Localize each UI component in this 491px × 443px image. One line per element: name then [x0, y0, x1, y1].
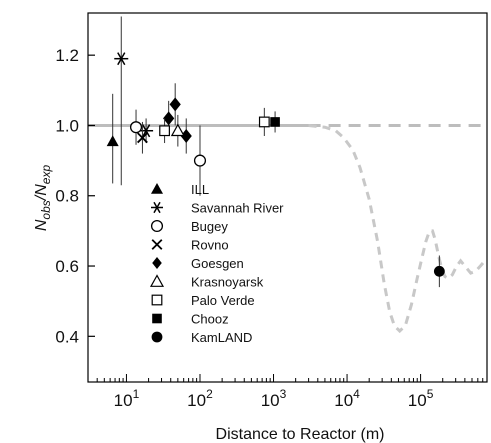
legend-label-palo-verde: Palo Verde — [191, 293, 255, 308]
x-tick-base: 10 — [334, 391, 353, 410]
y-tick-label: 0.8 — [55, 187, 79, 206]
marker-shape — [433, 265, 445, 277]
legend-label-savannah-river: Savannah River — [191, 201, 284, 216]
oscillation-curve — [308, 124, 487, 334]
marker-shape — [270, 117, 280, 127]
marker-shape — [152, 257, 162, 269]
x-tick-exponent: 1 — [133, 387, 140, 401]
marker-shape — [180, 129, 192, 143]
marker-shape — [163, 111, 175, 126]
plot-frame — [87, 12, 488, 383]
legend-marker-rovno — [151, 239, 163, 250]
marker-shape — [193, 154, 207, 167]
data-point-palo-verde-0 — [159, 125, 170, 137]
marker-shape — [149, 274, 165, 287]
legend: ILL Savannah River Bugey Rovno Goesgen Krasno… — [149, 182, 284, 345]
legend-marker-kamland — [151, 331, 163, 343]
y-tick-label: 0.6 — [55, 257, 79, 276]
data-point-bugey-1 — [193, 154, 207, 167]
x-tick-label: 104 — [334, 387, 360, 410]
x-tick-exponent: 3 — [280, 387, 287, 401]
x-tick-label: 105 — [408, 387, 434, 410]
legend-marker-savannah-river — [151, 201, 163, 214]
data-point-krasnoyarsk-0 — [170, 123, 185, 137]
x-tick-label: 101 — [114, 387, 140, 410]
y-tick-label: 1.0 — [55, 116, 79, 135]
y-label-slash-n: /N — [33, 184, 50, 201]
marker-stroke — [153, 201, 161, 214]
data-point-palo-verde-1 — [258, 116, 270, 128]
marker-shape — [150, 219, 164, 233]
data-points — [106, 16, 445, 288]
marker-shape — [159, 125, 170, 137]
x-tick-base: 10 — [408, 391, 427, 410]
data-point-goesgen-1 — [169, 97, 181, 112]
data-point-ill-0 — [106, 135, 119, 147]
legend-label-goesgen: Goesgen — [191, 256, 244, 271]
y-axis-label: Nobs/Nexp — [33, 165, 53, 232]
x-tick-exponent: 4 — [353, 387, 360, 401]
legend-label-rovno: Rovno — [191, 238, 229, 253]
marker-shape — [151, 331, 163, 343]
data-point-kamland-0 — [433, 265, 445, 277]
y-tick-label: 0.4 — [55, 327, 79, 346]
data-point-bugey-0 — [129, 121, 143, 134]
data-point-goesgen-2 — [180, 129, 192, 143]
legend-label-kamland: KamLAND — [191, 330, 252, 345]
marker-stroke — [141, 124, 151, 138]
marker-shape — [170, 123, 185, 137]
data-point-rovno-0 — [137, 132, 148, 144]
oscillation-curve-path — [308, 124, 487, 334]
legend-label-ill: ILL — [191, 182, 209, 197]
data-point-goesgen-0 — [163, 111, 175, 126]
y-label-sub-obs: obs — [39, 200, 53, 219]
legend-label-krasnoyarsk: Krasnoyarsk — [191, 275, 264, 290]
x-tick-label: 102 — [187, 387, 213, 410]
legend-marker-palo-verde — [151, 294, 163, 306]
marker-shape — [129, 121, 143, 134]
y-tick-label: 1.2 — [55, 46, 79, 65]
x-tick-label: 103 — [261, 387, 287, 410]
data-point-savannah-river-0 — [114, 52, 129, 66]
legend-marker-krasnoyarsk — [149, 274, 165, 287]
x-axis-label: Distance to Reactor (m) — [216, 426, 385, 443]
marker-stroke — [117, 52, 126, 66]
x-tick-base: 10 — [114, 391, 133, 410]
legend-label-bugey: Bugey — [191, 219, 228, 234]
x-tick-base: 10 — [261, 391, 280, 410]
x-tick-exponent: 2 — [206, 387, 213, 401]
marker-shape — [106, 135, 119, 147]
marker-shape — [258, 116, 270, 128]
y-label-n: N — [33, 219, 50, 231]
legend-marker-ill — [151, 183, 163, 194]
marker-shape — [169, 97, 181, 112]
y-label-sub-exp: exp — [39, 165, 53, 185]
legend-marker-goesgen — [152, 257, 162, 269]
marker-shape — [152, 313, 162, 324]
marker-shape — [151, 183, 163, 194]
legend-marker-bugey — [150, 219, 164, 233]
marker-shape — [151, 294, 163, 306]
data-point-chooz-0 — [270, 117, 280, 127]
x-tick-base: 10 — [187, 391, 206, 410]
marker-stroke — [137, 132, 148, 144]
legend-marker-chooz — [152, 313, 162, 324]
marker-stroke — [151, 239, 163, 250]
data-point-savannah-river-1 — [139, 124, 154, 138]
legend-label-chooz: Chooz — [191, 312, 229, 327]
x-tick-exponent: 5 — [427, 387, 434, 401]
